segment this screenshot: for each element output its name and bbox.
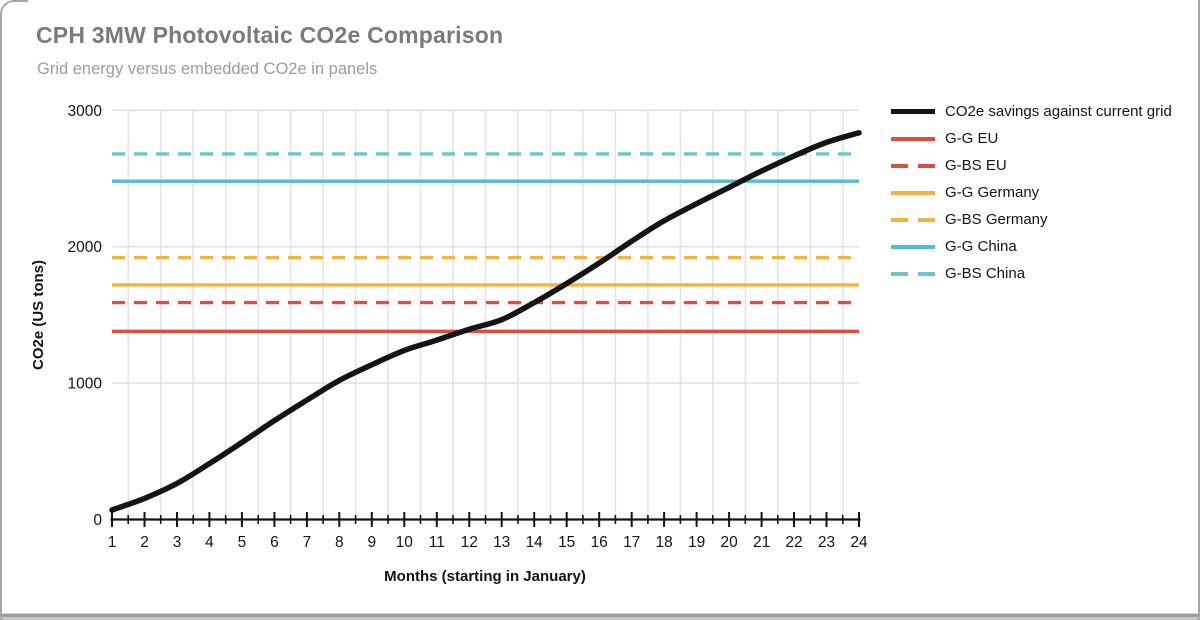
legend: CO2e savings against current grid G-G EU G… [891, 98, 1172, 287]
legend-label: G-G EU [945, 130, 999, 147]
x-tick-label: 17 [623, 534, 640, 551]
x-tick-label: 18 [655, 534, 672, 551]
legend-item-g-g-germany: G-G Germany [891, 179, 1172, 206]
vertical-gridlines [127, 110, 844, 520]
y-axis-title: CO2e (US tons) [30, 260, 47, 370]
x-tick-label: 5 [238, 534, 247, 551]
x-tick-label: 16 [591, 534, 608, 551]
chart-subtitle: Grid energy versus embedded CO2e in pane… [37, 60, 378, 78]
x-tick-label: 22 [785, 534, 802, 551]
x-tick-label: 20 [720, 534, 738, 551]
horizontal-gridlines [112, 109, 859, 384]
x-axis [110, 512, 861, 527]
legend-swatch-dashed-line-icon [891, 271, 935, 276]
legend-swatch-solid-line-icon [891, 244, 935, 249]
legend-item-g-g-eu: G-G EU [891, 125, 1172, 152]
x-tick-label: 12 [461, 534, 478, 551]
x-tick-label: 3 [173, 534, 182, 551]
x-tick-label: 9 [367, 534, 376, 551]
x-tick-label: 14 [526, 534, 544, 551]
x-axis-title: Months (starting in January) [384, 568, 586, 585]
x-tick-label: 10 [396, 534, 414, 551]
legend-label: G-G China [945, 238, 1017, 255]
x-tick-labels: 1 2 3 4 5 6 7 8 9 10 11 12 13 14 15 16 17 18 19 20 21 22 23 24 [108, 534, 868, 551]
x-tick-label: 2 [140, 534, 149, 551]
legend-label: G-BS China [945, 265, 1026, 282]
legend-item-co2e-savings-against-current-grid: CO2e savings against current grid [891, 98, 1172, 125]
legend-swatch-solid-line-icon [891, 190, 935, 195]
legend-swatch-solid-line-icon [891, 108, 935, 115]
x-tick-label: 7 [303, 534, 312, 551]
chart-title: CPH 3MW Photovoltaic CO2e Comparison [36, 22, 504, 48]
x-tick-label: 13 [493, 534, 510, 551]
window-bottom-edge [2, 612, 1198, 620]
y-tick-label: 2000 [68, 239, 103, 256]
x-tick-label: 1 [108, 534, 117, 551]
legend-item-g-bs-china: G-BS China [891, 260, 1172, 287]
legend-item-g-bs-germany: G-BS Germany [891, 206, 1172, 233]
x-tick-label: 15 [558, 534, 575, 551]
legend-item-g-bs-eu: G-BS EU [891, 152, 1172, 179]
legend-swatch-dashed-line-icon [891, 163, 935, 168]
legend-label: G-BS Germany [945, 211, 1048, 228]
x-tick-label: 23 [818, 534, 835, 551]
y-tick-label: 0 [93, 512, 102, 529]
legend-label: G-G Germany [945, 184, 1040, 201]
x-tick-label: 11 [429, 534, 445, 551]
x-tick-label: 21 [753, 534, 770, 551]
y-tick-labels: 0 1000 2000 3000 [68, 103, 103, 529]
x-tick-label: 8 [335, 534, 344, 551]
reference-lines [112, 152, 859, 333]
x-tick-label: 24 [850, 534, 868, 551]
savings-curve [109, 130, 862, 513]
y-tick-label: 3000 [68, 103, 103, 120]
legend-item-g-g-china: G-G China [891, 233, 1172, 260]
y-tick-label: 1000 [68, 376, 103, 393]
legend-label: CO2e savings against current grid [945, 103, 1172, 120]
legend-swatch-solid-line-icon [891, 136, 935, 141]
legend-swatch-dashed-line-icon [891, 217, 935, 222]
legend-label: G-BS EU [945, 157, 1007, 174]
x-tick-label: 19 [688, 534, 705, 551]
x-tick-label: 6 [270, 534, 279, 551]
x-tick-label: 4 [205, 534, 214, 551]
